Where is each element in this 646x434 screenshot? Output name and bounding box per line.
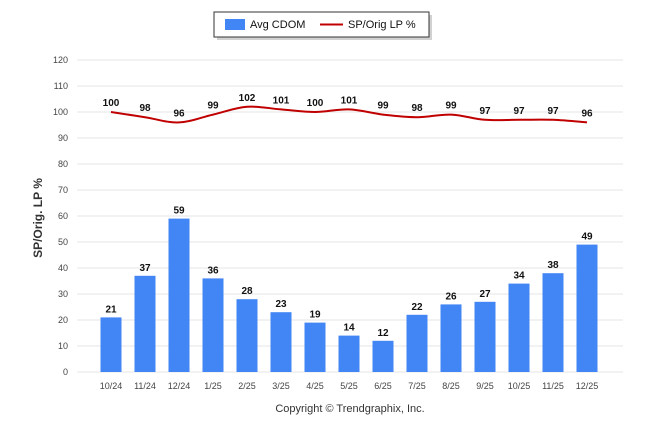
grid-lines xyxy=(77,59,623,373)
y-tick-label: 100 xyxy=(53,107,68,117)
y-tick-label: 60 xyxy=(58,211,68,221)
bar xyxy=(542,273,564,372)
bar-data-label: 34 xyxy=(513,271,525,282)
y-tick-label: 120 xyxy=(53,55,68,65)
bar-data-label: 21 xyxy=(105,304,117,315)
bar-data-label: 28 xyxy=(241,286,253,297)
line-data-label: 101 xyxy=(273,95,290,106)
line-data-label: 99 xyxy=(377,101,389,112)
x-tick-label: 5/25 xyxy=(340,381,358,391)
y-tick-label: 40 xyxy=(58,263,68,273)
x-tick-label: 7/25 xyxy=(408,381,426,391)
bar-data-labels: 21 37 59 36 28 23 19 14 12 22 26 27 34 38 49 xyxy=(105,206,593,339)
y-tick-label: 30 xyxy=(58,289,68,299)
line-data-label: 97 xyxy=(547,106,559,117)
bar xyxy=(406,314,428,372)
x-tick-label: 11/24 xyxy=(134,381,156,391)
legend-label-sp-orig-lp: SP/Orig LP % xyxy=(348,19,416,31)
x-tick-label: 8/25 xyxy=(442,381,460,391)
y-tick-label: 90 xyxy=(58,133,68,143)
bar-data-label: 14 xyxy=(343,323,355,334)
bar xyxy=(304,322,326,372)
bar-data-label: 12 xyxy=(377,328,389,339)
x-axis-ticks: 10/24 11/24 12/24 1/25 2/25 3/25 4/25 5/25 6/25 7… xyxy=(100,381,599,391)
bar-data-label: 36 xyxy=(207,265,219,276)
x-tick-label: 11/25 xyxy=(542,381,564,391)
line-data-label: 97 xyxy=(513,106,525,117)
x-tick-label: 12/25 xyxy=(576,381,599,391)
x-tick-label: 9/25 xyxy=(476,381,494,391)
bar-data-label: 38 xyxy=(547,260,559,271)
line-data-labels: 100 98 96 99 102 101 100 101 99 98 99 97 97 97 96 xyxy=(103,93,593,120)
bar xyxy=(168,218,190,372)
line-data-label: 99 xyxy=(445,101,457,112)
bar xyxy=(508,283,530,372)
bar xyxy=(372,340,394,372)
line-data-label: 101 xyxy=(341,95,358,106)
legend-label-avg-cdom: Avg CDOM xyxy=(250,19,305,31)
bar xyxy=(202,278,224,372)
bar xyxy=(134,275,156,372)
bar-data-label: 59 xyxy=(173,206,185,217)
line-data-label: 98 xyxy=(411,103,423,114)
x-tick-label: 3/25 xyxy=(272,381,290,391)
line-data-label: 100 xyxy=(103,98,120,109)
y-tick-label: 10 xyxy=(58,341,68,351)
copyright-text: Copyright © Trendgraphix, Inc. xyxy=(275,403,424,415)
line-data-label: 97 xyxy=(479,106,491,117)
legend[interactable]: Avg CDOM SP/Orig LP % xyxy=(213,11,432,40)
bar-data-label: 22 xyxy=(411,302,423,313)
y-axis-ticks: 0 10 20 30 40 50 60 70 80 90 100 110 120 xyxy=(53,55,68,377)
line-series-sp-orig-lp xyxy=(110,105,588,124)
line-data-label: 99 xyxy=(207,101,219,112)
y-tick-label: 110 xyxy=(54,81,68,91)
bar-data-label: 49 xyxy=(581,232,593,243)
bar xyxy=(576,244,598,372)
line-data-label: 98 xyxy=(139,103,151,114)
x-tick-label: 1/25 xyxy=(204,381,222,391)
line-data-label: 96 xyxy=(581,108,593,119)
x-tick-label: 6/25 xyxy=(374,381,392,391)
line-data-label: 96 xyxy=(173,108,185,119)
y-tick-label: 0 xyxy=(63,367,68,377)
bar xyxy=(270,312,292,372)
line-data-label: 102 xyxy=(239,93,256,104)
y-axis-label: SP/Orig. LP % xyxy=(31,178,45,258)
bar-series-avg-cdom xyxy=(100,218,598,372)
bar-data-label: 37 xyxy=(139,263,151,274)
y-tick-label: 70 xyxy=(58,185,68,195)
y-tick-label: 20 xyxy=(58,315,68,325)
line-path xyxy=(110,105,588,124)
bar-data-label: 26 xyxy=(445,291,457,302)
bar-data-label: 23 xyxy=(275,299,287,310)
legend-bar-swatch xyxy=(225,19,245,30)
x-tick-label: 10/25 xyxy=(508,381,531,391)
bar-data-label: 27 xyxy=(479,289,491,300)
x-tick-label: 12/24 xyxy=(168,381,191,391)
y-tick-label: 80 xyxy=(58,159,68,169)
bar xyxy=(440,304,462,372)
y-tick-label: 50 xyxy=(58,237,68,247)
bar-data-label: 19 xyxy=(309,310,321,321)
x-tick-label: 4/25 xyxy=(306,381,324,391)
bar xyxy=(474,301,496,372)
line-data-label: 100 xyxy=(307,98,324,109)
bar xyxy=(236,299,258,372)
x-tick-label: 2/25 xyxy=(238,381,256,391)
bar xyxy=(338,335,360,372)
bar xyxy=(100,317,122,372)
x-tick-label: 10/24 xyxy=(100,381,123,391)
